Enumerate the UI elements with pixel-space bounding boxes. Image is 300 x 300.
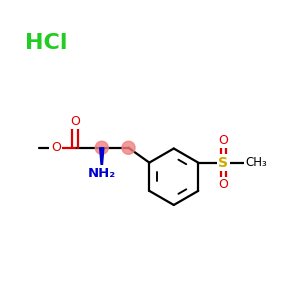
Text: O: O — [70, 115, 80, 128]
Text: NH₂: NH₂ — [88, 167, 116, 179]
Polygon shape — [100, 148, 104, 173]
Text: HCl: HCl — [25, 33, 68, 53]
Text: O: O — [219, 178, 228, 191]
Text: O: O — [51, 141, 61, 154]
Text: S: S — [218, 156, 229, 170]
Text: CH₃: CH₃ — [246, 156, 268, 169]
Circle shape — [122, 141, 135, 154]
Circle shape — [95, 141, 108, 154]
Text: O: O — [219, 134, 228, 147]
